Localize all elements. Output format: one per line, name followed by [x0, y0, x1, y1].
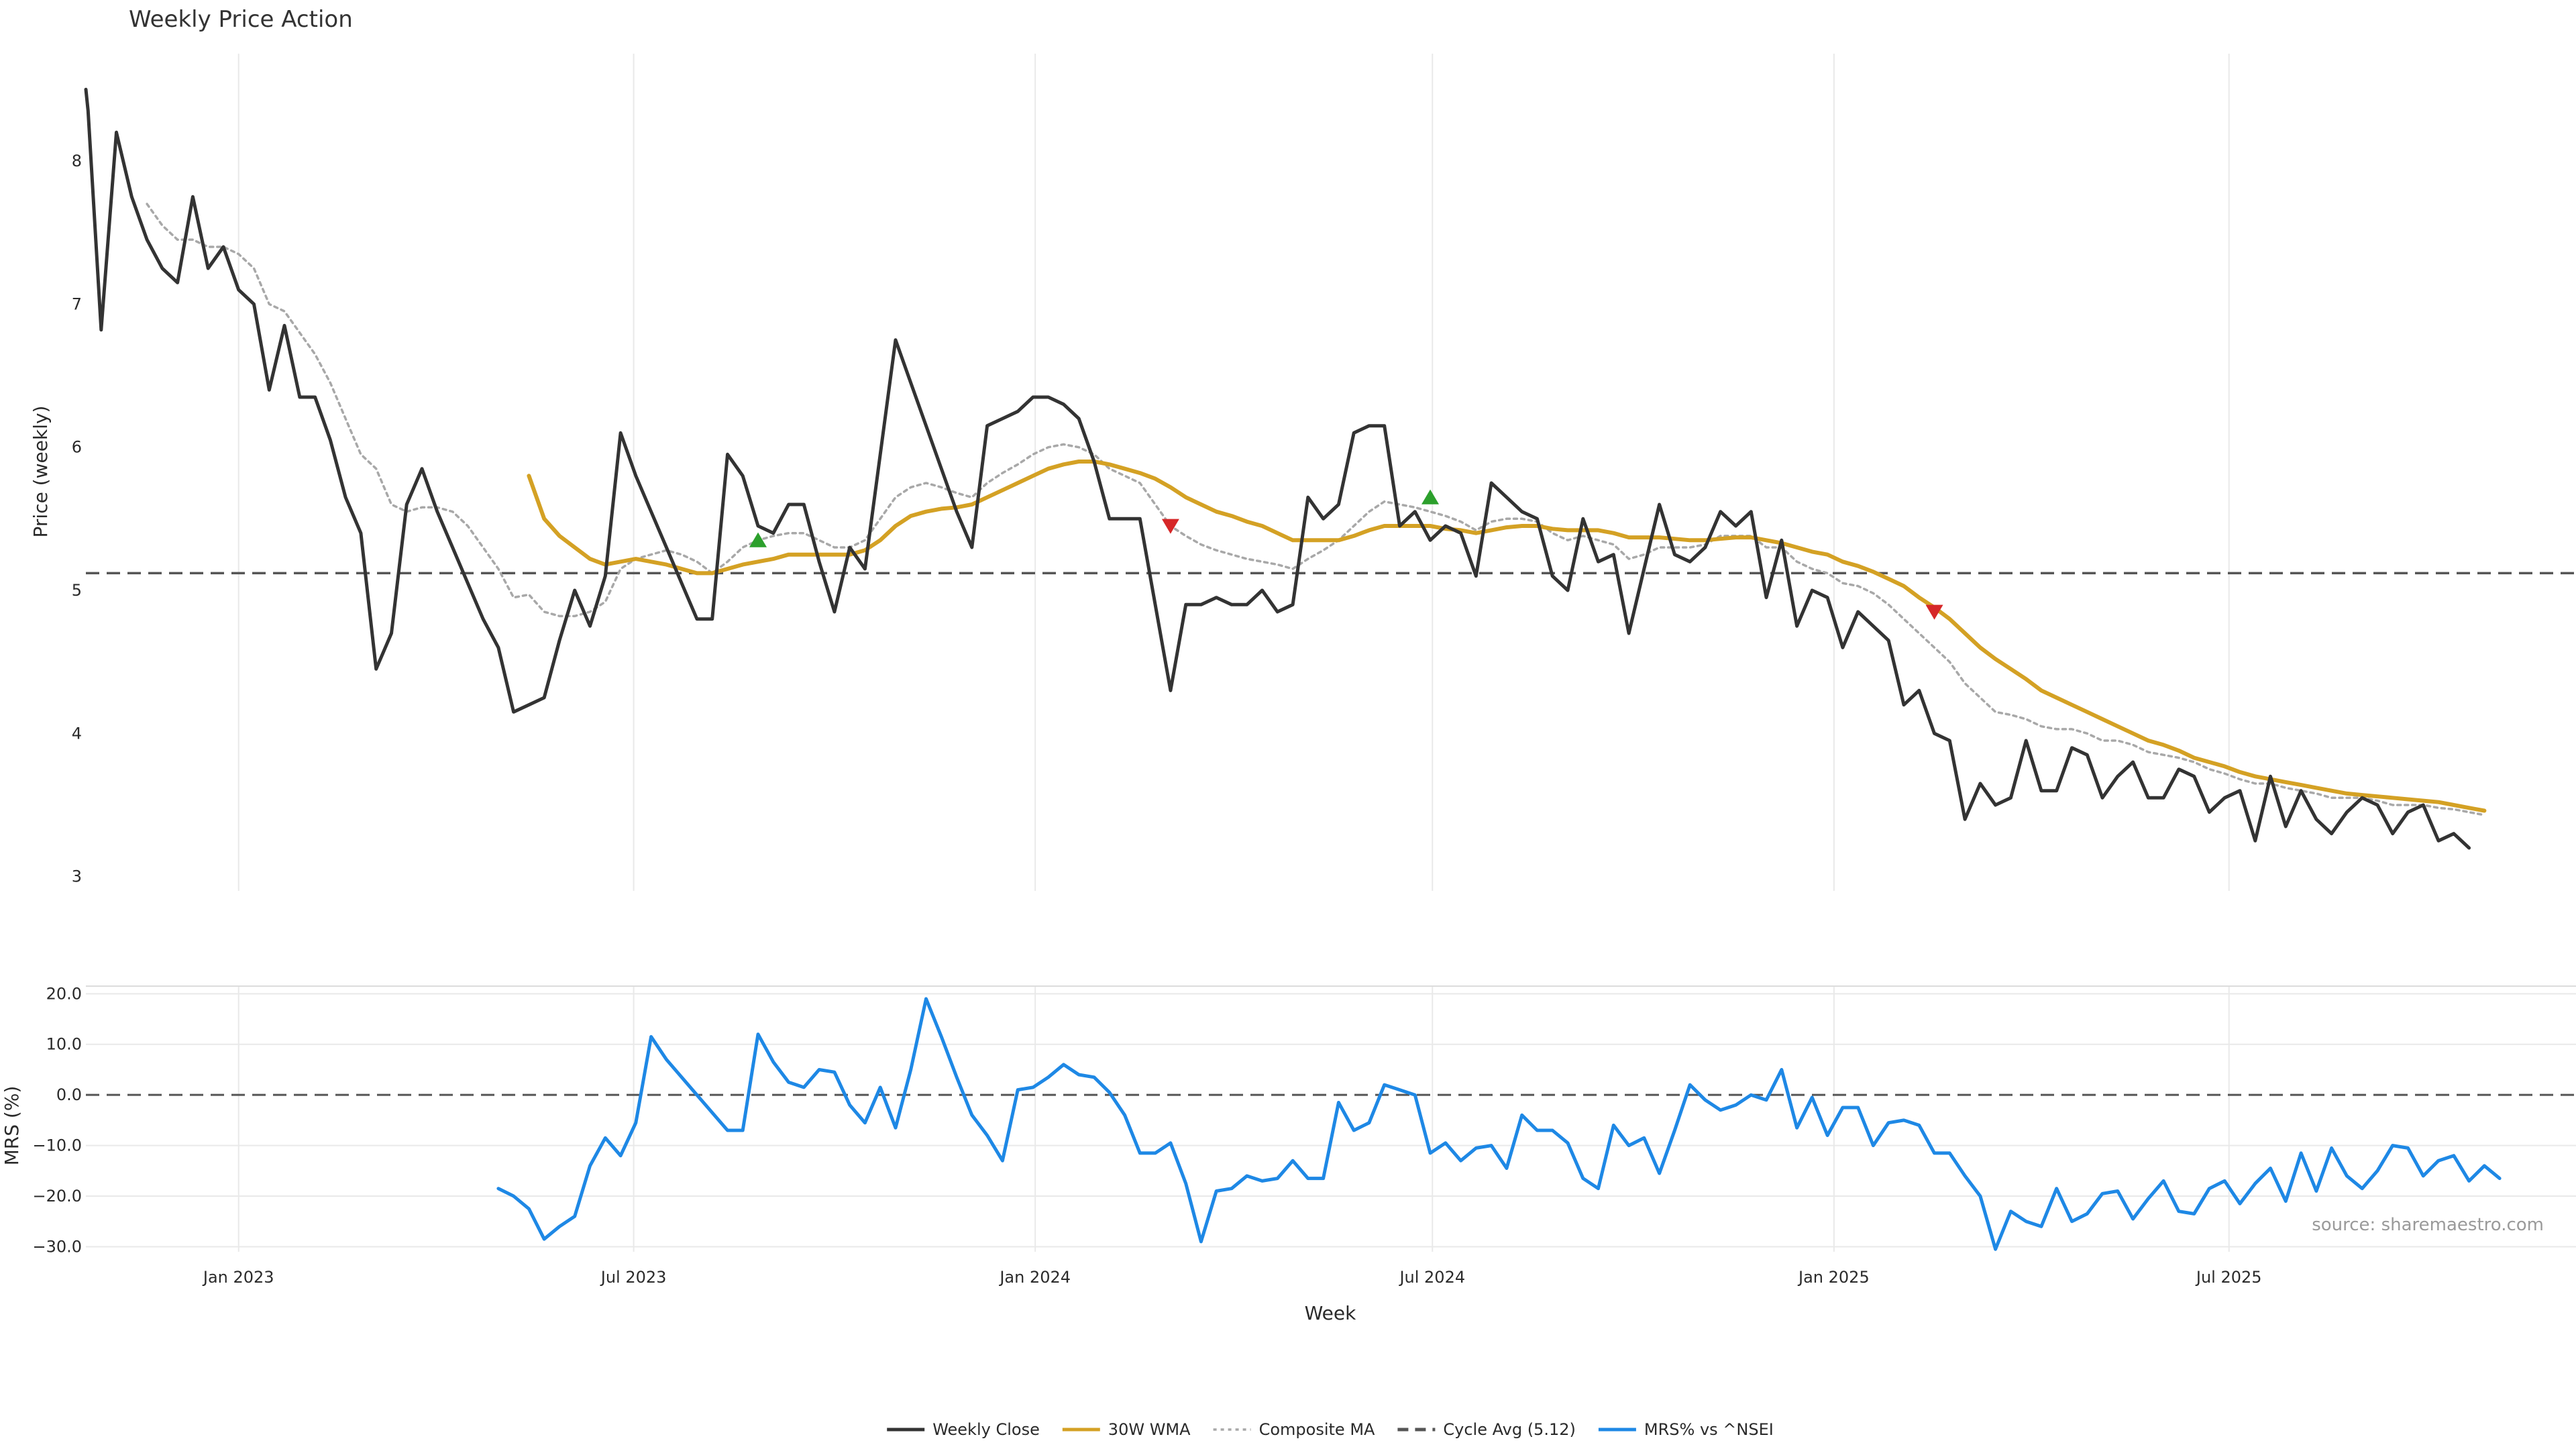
source-watermark: source: sharemaestro.com	[2312, 1215, 2544, 1235]
price-y-tick-label: 6	[72, 438, 82, 457]
weekly-close-line	[84, 87, 2471, 850]
buy-signal-marker	[1421, 489, 1440, 504]
sell-signal-marker	[1161, 519, 1179, 534]
mrs-line	[496, 997, 2502, 1251]
x-tick-label: Jan 2025	[1797, 1268, 1870, 1287]
chart-title: Weekly Price Action	[129, 6, 353, 33]
legend-label: MRS% vs ^NSEI	[1644, 1420, 1774, 1439]
signal-markers	[749, 489, 1943, 620]
mrs-y-tick-label: 0.0	[56, 1085, 82, 1104]
legend-label: Cycle Avg (5.12)	[1443, 1420, 1575, 1439]
x-tick-labels: Jan 2023 Jul 2023 Jan 2024 Jul 2024 Jan 2025…	[202, 1268, 2262, 1287]
price-y-tick-label: 5	[72, 581, 82, 600]
chart-legend: Weekly Close 30W WMA Composite MA Cycle Avg…	[887, 1420, 1774, 1439]
x-axis-title: Week	[1305, 1302, 1356, 1324]
mrs-series-group	[86, 997, 2576, 1251]
price-y-tick-label: 4	[72, 724, 82, 743]
buy-signal-marker	[749, 532, 767, 547]
x-tick-label: Jul 2025	[2195, 1268, 2262, 1287]
legend-item-mrs-vs-nsei: MRS% vs ^NSEI	[1598, 1420, 1774, 1439]
x-tick-label: Jan 2024	[998, 1268, 1071, 1287]
price-y-axis-title: Price (weekly)	[30, 406, 52, 538]
price-y-tick-label: 3	[72, 867, 82, 886]
x-tick-label: Jul 2023	[600, 1268, 667, 1287]
legend-item-composite-ma: Composite MA	[1213, 1420, 1375, 1439]
sell-signal-marker	[1925, 604, 1943, 620]
mrs-y-tick-label: 20.0	[46, 984, 82, 1003]
mrs-y-tick-label: −10.0	[32, 1136, 82, 1155]
legend-label: Composite MA	[1259, 1420, 1375, 1439]
legend-item-cycle-avg-5-12: Cycle Avg (5.12)	[1397, 1420, 1576, 1439]
price-series-group	[84, 87, 2576, 850]
mrs-y-tick-label: −20.0	[32, 1187, 82, 1205]
composite-ma-line	[146, 203, 2486, 816]
price-grid	[237, 54, 2230, 891]
legend-item-30w-wma: 30W WMA	[1062, 1420, 1191, 1439]
legend-label: Weekly Close	[932, 1420, 1040, 1439]
price-y-tick-label: 8	[72, 152, 82, 170]
legend-label: 30W WMA	[1108, 1420, 1191, 1439]
mrs-y-tick-label: 10.0	[46, 1035, 82, 1054]
legend-item-weekly-close: Weekly Close	[887, 1420, 1040, 1439]
price-y-tick-label: 7	[72, 294, 82, 313]
x-tick-label: Jan 2023	[202, 1268, 274, 1287]
mrs-y-tick-label: −30.0	[32, 1237, 82, 1256]
mrs-y-axis-title: MRS (%)	[1, 1086, 23, 1166]
mrs-grid	[86, 985, 2576, 1252]
y-tick-labels: 3 4 5 6 7 8 20.0 10.0 0.0 −10.0 −20.0 −30.0	[32, 152, 82, 1256]
x-tick-label: Jul 2024	[1398, 1268, 1465, 1287]
